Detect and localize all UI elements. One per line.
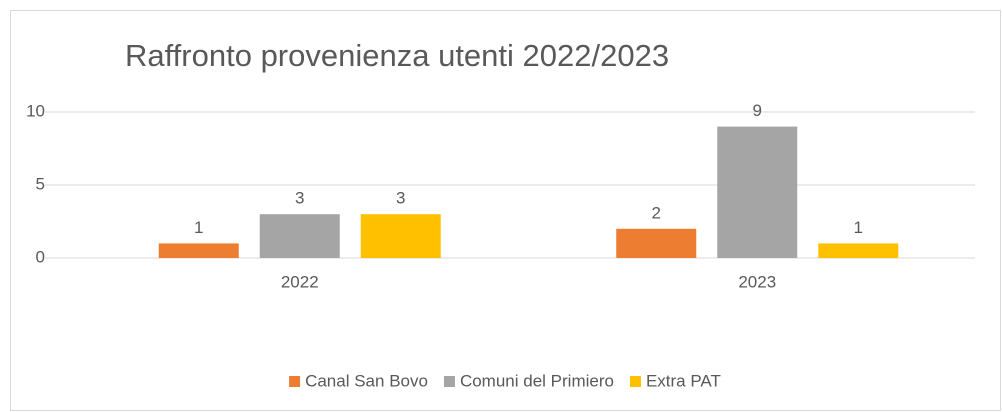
bar (818, 243, 899, 258)
bar (158, 243, 239, 258)
bar (259, 214, 340, 258)
data-label: 3 (396, 189, 405, 208)
bar (717, 126, 798, 258)
x-tick-label: 2022 (281, 272, 319, 291)
data-label: 3 (295, 189, 304, 208)
data-label: 2 (652, 203, 661, 222)
data-label: 1 (854, 218, 863, 237)
legend-label: Comuni del Primiero (460, 371, 614, 390)
y-tick-label: 10 (26, 101, 45, 120)
bar (616, 228, 697, 258)
chart-border (10, 10, 1001, 411)
bar (360, 214, 441, 258)
x-tick-label: 2023 (738, 272, 776, 291)
data-label: 9 (753, 101, 762, 120)
legend-label: Canal San Bovo (305, 371, 428, 390)
data-label: 1 (194, 218, 203, 237)
legend-swatch (629, 376, 641, 387)
legend-label: Extra PAT (646, 371, 721, 390)
legend-swatch (289, 376, 301, 387)
y-tick-label: 5 (36, 174, 45, 193)
y-tick-label: 0 (36, 247, 45, 266)
legend-swatch (443, 376, 455, 387)
chart-title: Raffronto provenienza utenti 2022/2023 (125, 38, 669, 73)
